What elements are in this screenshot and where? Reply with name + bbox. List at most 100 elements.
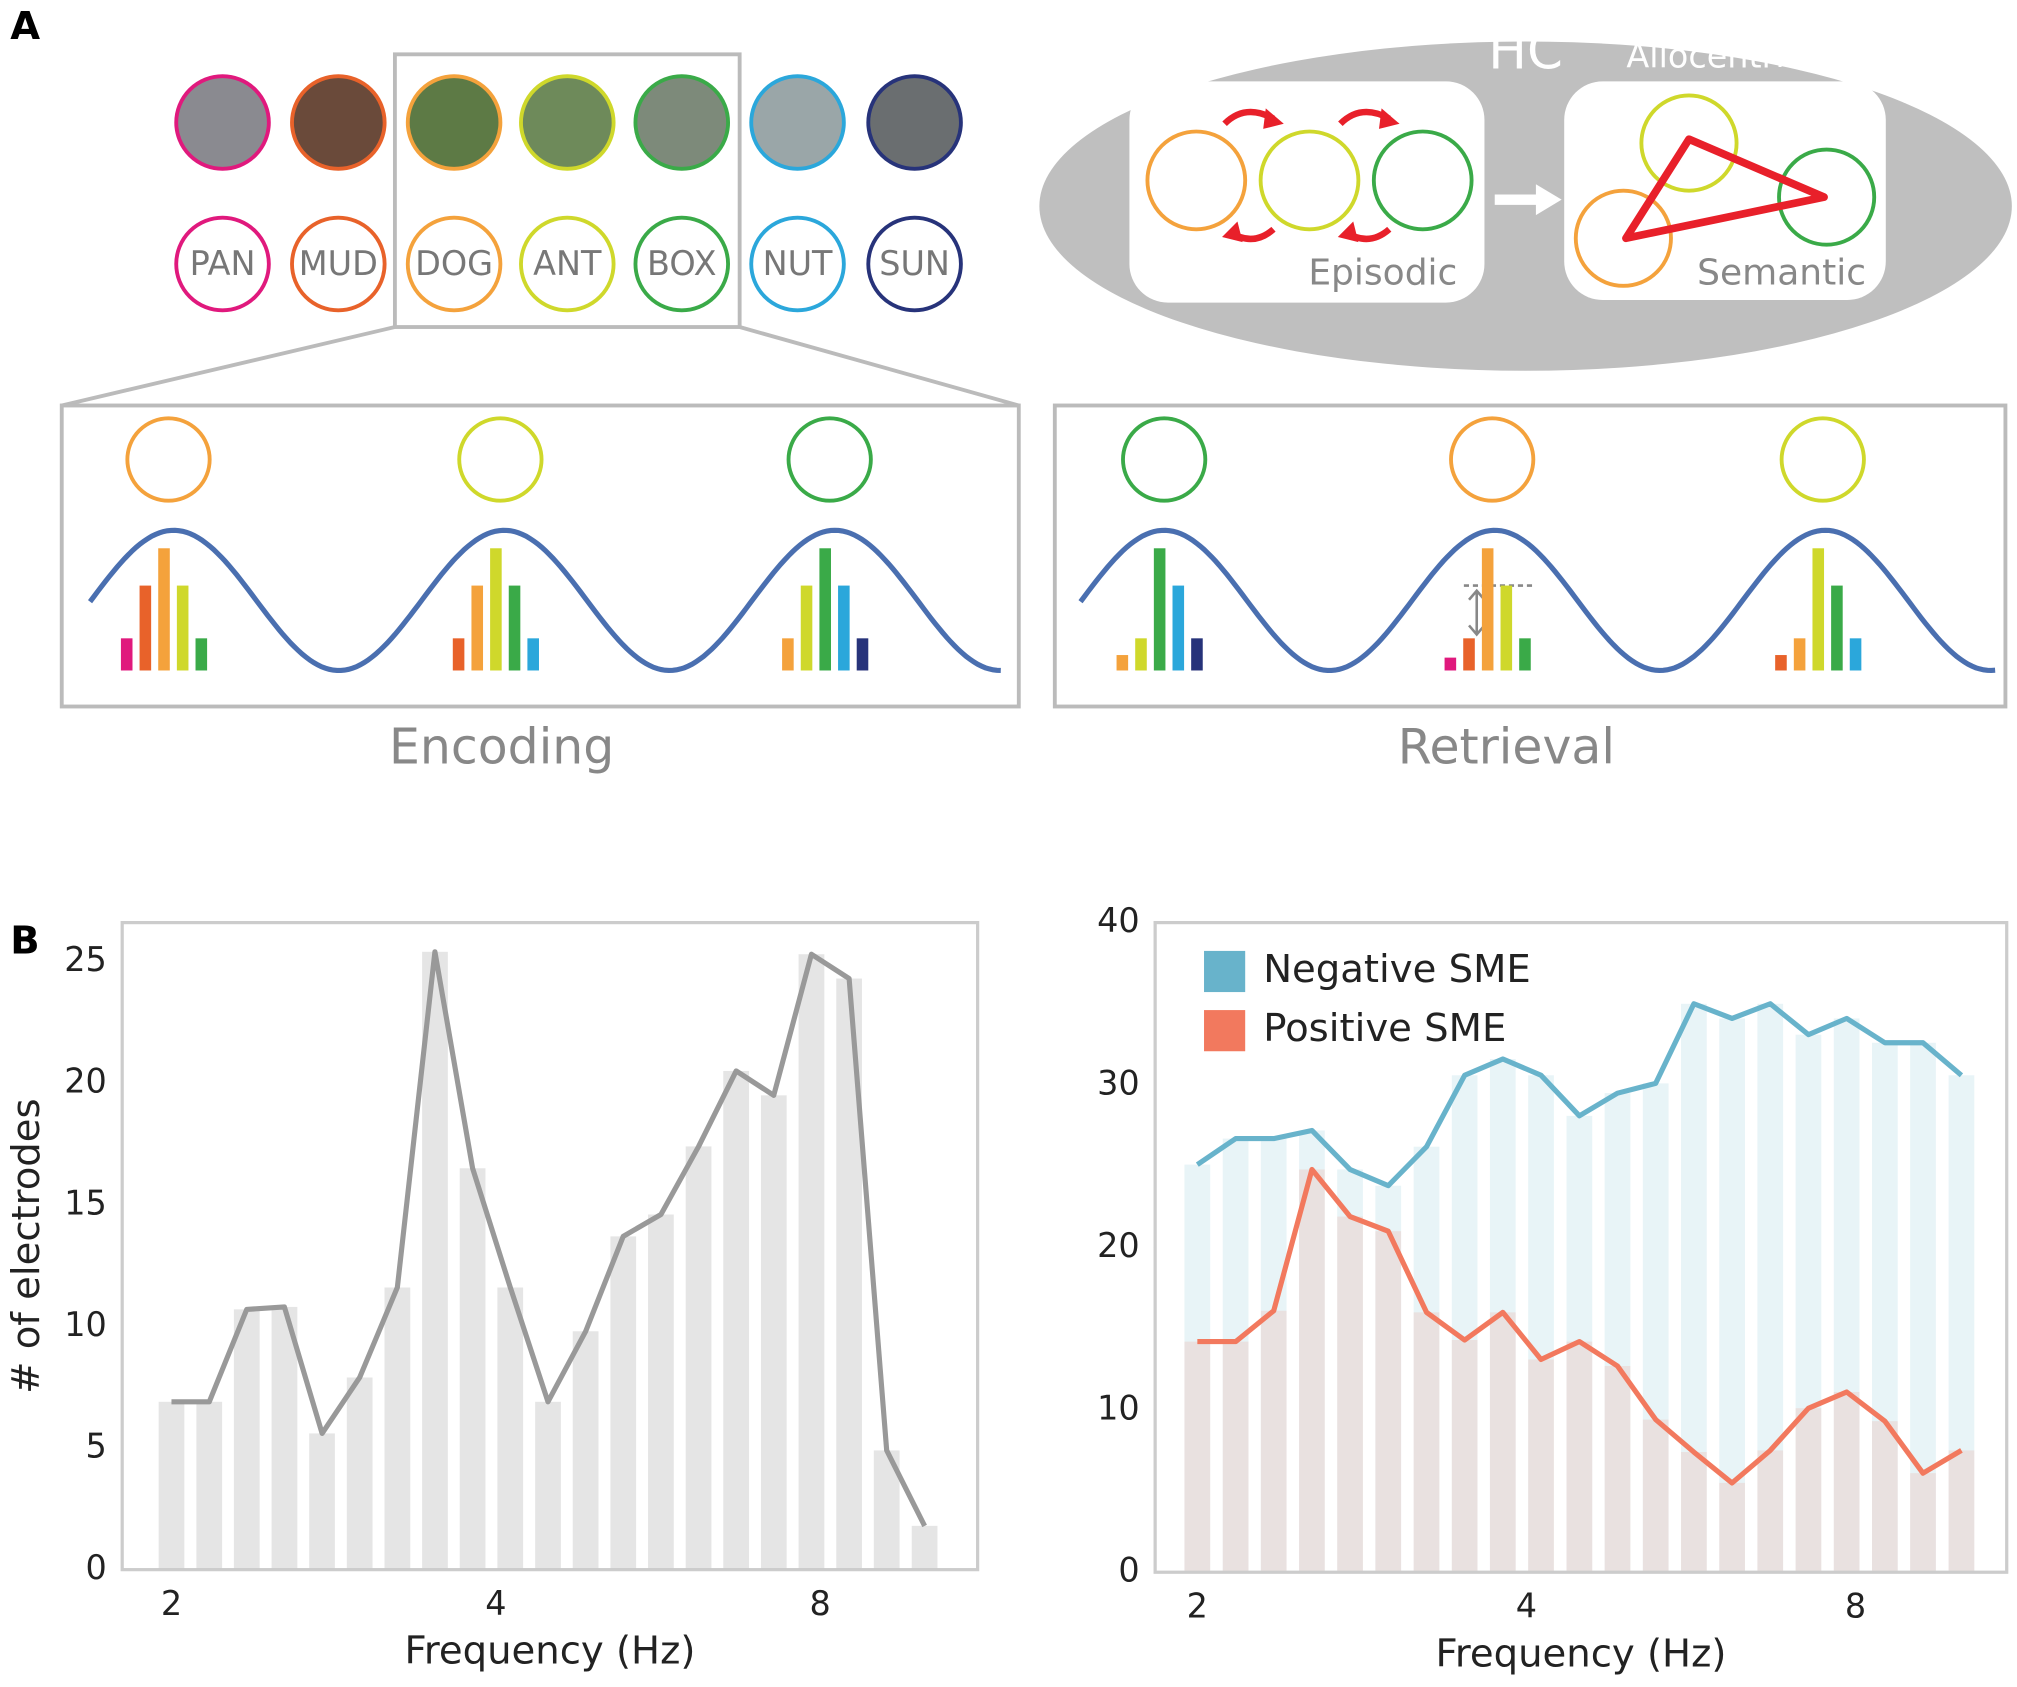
y-tick-label: 20 <box>64 1062 107 1101</box>
item-circle <box>1779 416 1866 503</box>
gamma-bar <box>1116 655 1129 671</box>
x-tick-label: 8 <box>1845 1587 1866 1626</box>
legend-swatch <box>1204 950 1246 993</box>
gamma-bar <box>800 585 813 671</box>
bar <box>1222 1138 1249 1573</box>
bar <box>346 1377 373 1570</box>
selection-box <box>392 52 742 329</box>
panel-label: B <box>10 919 39 964</box>
bar <box>1642 1083 1669 1573</box>
gamma-bar <box>490 548 502 671</box>
y-tick-label: 20 <box>1097 1226 1140 1265</box>
gamma-bar <box>1463 638 1475 671</box>
hc-label: HC <box>1488 21 1563 81</box>
bar <box>911 1525 938 1570</box>
plot-frame <box>120 921 980 1572</box>
photo-circle <box>174 74 271 171</box>
bar <box>1337 1216 1363 1573</box>
gamma-bar <box>158 548 170 671</box>
line <box>1197 1166 1963 1486</box>
zoom-lines <box>61 325 1020 408</box>
bar <box>1451 1339 1478 1573</box>
photo-circle <box>405 74 503 171</box>
y-tick-label: 0 <box>1118 1551 1139 1590</box>
y-tick-label: 10 <box>64 1305 107 1344</box>
x-axis-label: Frequency (Hz) <box>1435 1631 1726 1676</box>
bar <box>1337 1169 1363 1573</box>
gamma-bar <box>1812 548 1825 671</box>
word: ANT <box>533 244 602 283</box>
item-circle <box>457 416 544 503</box>
legend-label: Negative SME <box>1263 947 1531 992</box>
y-axis-label: # of electrodes <box>4 1098 49 1394</box>
allocentric-label: Allocentric <box>1626 37 1803 76</box>
bar <box>1910 1042 1936 1573</box>
item-circle <box>1258 129 1361 232</box>
semantic-box <box>1564 81 1886 301</box>
y-tick-label: 10 <box>1097 1388 1140 1427</box>
item-circle <box>125 416 212 503</box>
y-tick-label: 30 <box>1097 1064 1140 1103</box>
x-tick-label: 2 <box>161 1584 182 1623</box>
semantic-triangle <box>1622 135 1828 243</box>
gamma-bar <box>139 585 152 671</box>
photo-circle <box>519 74 616 171</box>
bar <box>1642 1419 1669 1573</box>
bar <box>1757 1450 1784 1573</box>
word-circle <box>519 215 616 313</box>
arrow-heads <box>1222 108 1400 243</box>
bar <box>1299 1169 1325 1573</box>
encoding-label: Encoding <box>389 719 614 776</box>
theta-wave <box>87 527 1001 674</box>
item-circle <box>1449 416 1536 503</box>
gamma-bar <box>1775 655 1787 671</box>
word: DOG <box>415 244 493 283</box>
gamma-bar <box>1831 585 1843 671</box>
y-tick-label: 5 <box>85 1427 106 1466</box>
gamma-bar <box>819 548 831 671</box>
bar <box>610 1236 637 1570</box>
bar <box>497 1287 524 1570</box>
word-circle <box>174 215 271 313</box>
bar <box>1871 1042 1898 1573</box>
line <box>171 949 927 1528</box>
gamma-bar <box>120 638 133 671</box>
retrieval-label: Retrieval <box>1398 719 1615 776</box>
bar <box>1948 1450 1975 1573</box>
gamma-bar <box>527 638 539 671</box>
word-circle <box>405 215 503 313</box>
item-circle <box>786 416 873 503</box>
bar <box>1528 1075 1554 1573</box>
bar <box>271 1306 298 1570</box>
bar <box>233 1309 260 1570</box>
bar <box>196 1401 223 1570</box>
bar <box>685 1146 712 1570</box>
item-circle <box>1145 129 1248 232</box>
transform-arrow-head <box>1535 184 1562 216</box>
gamma-bar <box>1191 638 1203 671</box>
gamma-bar <box>1172 585 1185 671</box>
semantic-label: Semantic <box>1697 252 1866 293</box>
bar <box>1566 1341 1593 1573</box>
gamma-bar <box>1793 638 1806 671</box>
bar <box>1260 1138 1287 1573</box>
gamma-bar <box>1153 548 1166 671</box>
bar <box>1375 1231 1402 1573</box>
encoding-box <box>59 403 1021 709</box>
word: MUD <box>299 244 378 283</box>
item-circle <box>1777 147 1877 247</box>
bar <box>1681 1452 1707 1573</box>
y-tick-label: 40 <box>1097 901 1140 940</box>
item-circle <box>1639 93 1739 193</box>
bar <box>1489 1312 1516 1573</box>
y-tick-label: 0 <box>85 1548 106 1587</box>
legend-label: Positive SME <box>1263 1006 1506 1051</box>
x-tick-label: 4 <box>1516 1587 1537 1626</box>
photo-circle <box>749 74 846 171</box>
item-circle <box>1573 188 1673 288</box>
bar <box>459 1168 486 1570</box>
bar <box>1833 1018 1860 1573</box>
bar <box>1260 1310 1287 1573</box>
episodic-label: Episodic <box>1308 252 1457 293</box>
panel-label: A <box>10 4 40 49</box>
